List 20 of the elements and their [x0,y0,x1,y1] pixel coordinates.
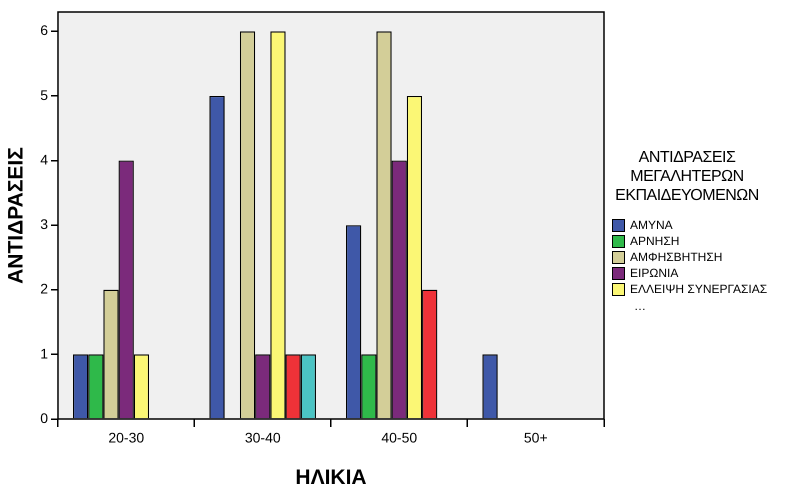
legend-label: ΕΛΛΕΙΨΗ ΣΥΝΕΡΓΑΣΙΑΣ [630,282,768,296]
y-tick-label: 5 [40,86,48,103]
x-tick-label: 50+ [524,429,548,446]
y-tick-label: 2 [40,280,48,297]
y-tick-label: 0 [40,410,48,426]
x-tick-label: 20-30 [108,429,144,446]
y-axis-title: ΑΝΤΙΔΡΑΣΕΙΣ [4,147,28,284]
y-tick-label: 6 [40,22,48,38]
y-tick-label: 1 [40,345,48,362]
y-tick-label: 4 [40,151,48,168]
x-tick-label: 30-40 [244,429,281,446]
legend-label: ΕΙΡΩΝΙΑ [630,266,678,280]
x-tick-label: 40-50 [381,429,418,446]
legend-title: ΑΝΤΙΔΡΑΣΕΙΣ ΜΕΓΑΛΗΤΕΡΩΝ ΕΚΠΑΙΔΕΥΟΜΕΝΩΝ [614,148,760,205]
x-axis-title: ΗΛΙΚΙΑ [295,466,367,490]
y-tick-label: 3 [40,216,48,232]
legend-label: ΑΡΝΗΣΗ [630,234,680,248]
legend-label: ΑΜΦΗΣΒΗΤΗΣΗ [630,250,722,264]
legend-label: ΑΜΥΝΑ [630,218,673,232]
text: … [633,299,647,313]
